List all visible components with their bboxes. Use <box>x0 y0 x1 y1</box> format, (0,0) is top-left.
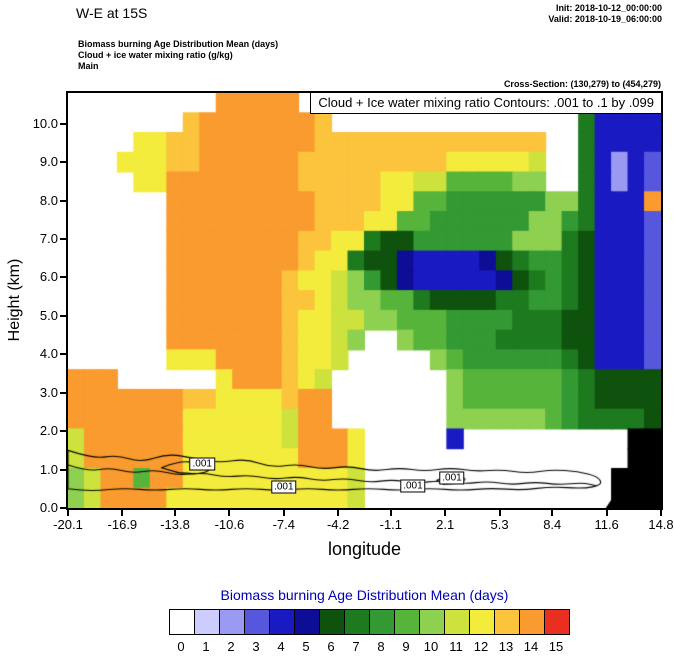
colorbar-cell <box>394 609 420 635</box>
colorbar-label: 5 <box>302 639 310 654</box>
colorbar-cell <box>344 609 370 635</box>
contour-label: .001 <box>400 479 426 493</box>
x-tick-label: -1.1 <box>379 517 403 532</box>
y-tick-label: 5.0 <box>39 307 58 323</box>
x-tick-label: -7.4 <box>272 517 295 532</box>
heatmap-canvas <box>68 93 661 508</box>
contour-label: .001 <box>189 457 215 471</box>
y-tick-mark <box>60 199 66 202</box>
colorbar-cell <box>544 609 570 635</box>
x-tick-mark <box>551 510 554 516</box>
x-tick-label: 11.6 <box>594 517 619 532</box>
x-tick-mark <box>660 510 662 516</box>
x-tick-mark <box>605 510 608 516</box>
colorbar-label: 8 <box>377 639 385 654</box>
colorbar-label: 6 <box>327 639 335 654</box>
colorbar-cell <box>219 609 245 635</box>
y-tick-label: 6.0 <box>39 269 58 285</box>
y-tick-label: 8.0 <box>39 192 58 208</box>
run-times: Init: 2018-10-12_00:00:00 Valid: 2018-10… <box>548 3 662 25</box>
colorbar-label: 10 <box>423 639 439 654</box>
x-tick-label: 2.1 <box>436 517 455 532</box>
y-tick-label: 7.0 <box>39 231 58 247</box>
x-tick-mark <box>121 510 124 516</box>
y-tick-mark <box>60 507 66 509</box>
x-tick-mark <box>282 510 285 516</box>
y-tick-mark <box>60 468 66 471</box>
colorbar-title: Biomass burning Age Distribution Mean (d… <box>220 587 509 603</box>
x-tick-label: 14.8 <box>648 517 674 532</box>
colorbar-label: 7 <box>352 639 360 654</box>
x-tick-label: -16.9 <box>107 517 138 532</box>
colorbar-cell <box>419 609 445 635</box>
y-tick-mark <box>60 314 66 317</box>
colorbar-label: 15 <box>548 639 564 654</box>
x-tick-label: -13.8 <box>160 517 190 532</box>
contour-info-label: Cloud + Ice water mixing ratio Contours:… <box>310 93 661 114</box>
y-tick-label: 10.0 <box>32 115 58 131</box>
colorbar-label: 2 <box>227 639 235 654</box>
x-tick-label: -10.6 <box>214 517 245 532</box>
colorbar <box>169 609 570 635</box>
colorbar-label: 13 <box>498 639 514 654</box>
contour-label: .001 <box>271 480 297 494</box>
x-tick-label: 8.4 <box>543 517 562 532</box>
colorbar-label: 9 <box>402 639 410 654</box>
init-time: Init: 2018-10-12_00:00:00 <box>555 3 662 13</box>
cross-section-label: Cross-Section: (130,279) to (454,279) <box>503 79 661 89</box>
contour-label: .001 <box>439 471 465 485</box>
y-tick-label: 4.0 <box>39 346 58 362</box>
y-tick-label: 0.0 <box>39 500 58 515</box>
plot-title: W-E at 15S <box>76 5 148 21</box>
colorbar-label: 12 <box>473 639 489 654</box>
x-tick-mark <box>498 510 501 516</box>
colorbar-label: 1 <box>202 639 210 654</box>
x-axis-label: longitude <box>327 539 402 559</box>
y-tick-mark <box>60 353 66 356</box>
x-tick-label: -20.1 <box>53 517 83 532</box>
colorbar-labels: 0 1 2 3 4 5 6 7 8 9 10 11 12 13 14 15 <box>169 639 569 654</box>
field-line-contour: Cloud + ice water mixing ratio (g/kg) <box>78 50 233 60</box>
valid-time: Valid: 2018-10-19_06:00:00 <box>548 14 662 24</box>
x-tick-mark <box>228 510 231 516</box>
x-tick-mark <box>67 510 69 516</box>
y-tick-label: 2.0 <box>39 423 58 439</box>
colorbar-cell <box>194 609 220 635</box>
colorbar-cell <box>169 609 195 635</box>
field-line-fill: Biomass burning Age Distribution Mean (d… <box>78 39 279 49</box>
y-tick-label: 1.0 <box>39 461 58 477</box>
colorbar-cell <box>294 609 320 635</box>
y-tick-mark <box>60 391 66 394</box>
x-tick-mark <box>389 510 392 516</box>
y-tick-label: 9.0 <box>39 154 58 170</box>
y-tick-mark <box>60 161 66 164</box>
colorbar-cell <box>269 609 295 635</box>
field-descriptions: Biomass burning Age Distribution Mean (d… <box>78 39 278 72</box>
colorbar-label: 3 <box>252 639 260 654</box>
colorbar-cell <box>444 609 470 635</box>
y-tick-mark <box>60 238 66 241</box>
x-tick-label: -4.2 <box>326 517 350 532</box>
colorbar-cell <box>519 609 545 635</box>
colorbar-cell <box>244 609 270 635</box>
cross-section-plot: Cloud + Ice water mixing ratio Contours:… <box>66 91 663 510</box>
colorbar-cell <box>319 609 345 635</box>
colorbar-cell <box>469 609 495 635</box>
y-tick-mark <box>60 430 66 433</box>
colorbar-label: 14 <box>523 639 539 654</box>
y-tick-mark <box>60 122 66 125</box>
x-tick-mark <box>174 510 177 516</box>
x-tick-mark <box>337 510 340 516</box>
colorbar-label: 4 <box>277 639 285 654</box>
colorbar-label: 0 <box>177 639 185 654</box>
y-tick-label: 3.0 <box>39 384 58 400</box>
x-tick-mark <box>444 510 447 516</box>
field-line-domain: Main <box>78 61 99 71</box>
y-tick-mark <box>60 276 66 279</box>
colorbar-cell <box>494 609 520 635</box>
colorbar-label: 11 <box>449 639 463 654</box>
colorbar-cell <box>369 609 395 635</box>
x-tick-label: 5.3 <box>490 517 509 532</box>
